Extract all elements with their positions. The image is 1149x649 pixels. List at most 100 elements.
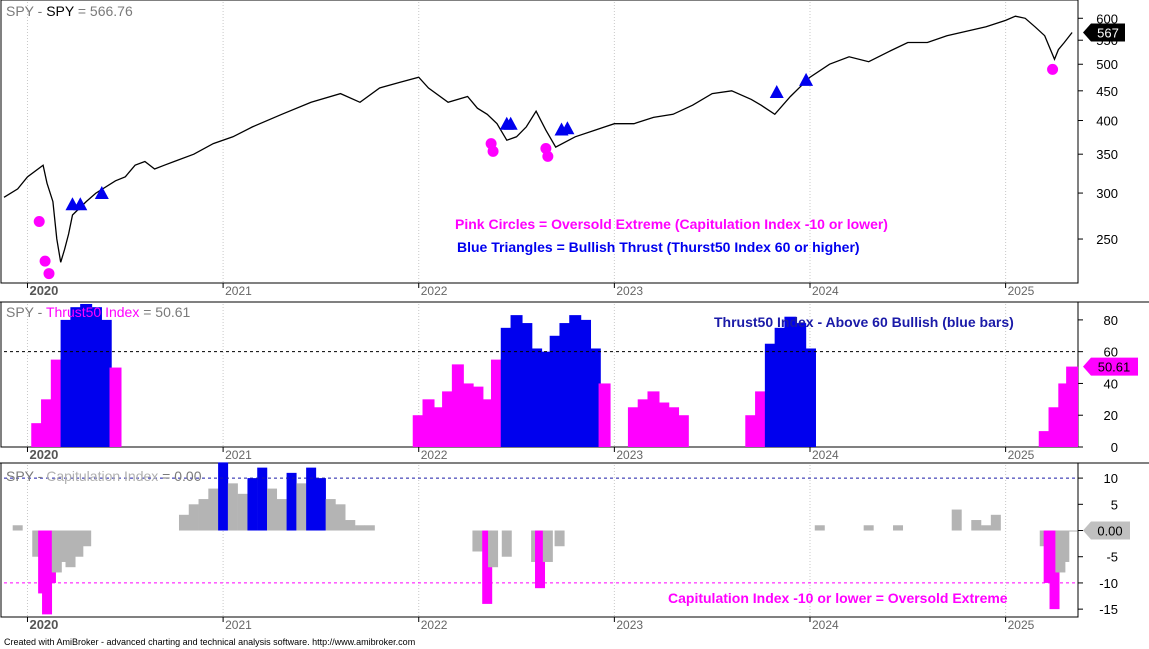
thrust50-bar <box>774 327 787 447</box>
thrust50-bar <box>745 415 758 447</box>
thrust50-bar <box>569 315 582 447</box>
annotation-pink: Pink Circles = Oversold Extreme (Capitul… <box>455 216 888 232</box>
oversold-circle <box>39 255 51 267</box>
capitulation-bar <box>81 530 92 547</box>
y-tick-label: 400 <box>1096 114 1118 129</box>
oversold-circle <box>33 216 45 228</box>
capitulation-last-label: 0.00 <box>1097 524 1122 539</box>
capitulation-bar <box>1049 530 1060 610</box>
thrust-triangle <box>73 197 88 211</box>
y-tick-label: 80 <box>1104 313 1118 328</box>
thrust50-bar <box>559 323 572 447</box>
x-tick-label: 2020 <box>29 617 58 632</box>
thrust50-bar <box>520 323 533 447</box>
y-tick-label: 600 <box>1096 11 1118 26</box>
y-tick-label: -15 <box>1099 602 1118 617</box>
thrust50-bar <box>667 407 680 447</box>
y-tick-label: -10 <box>1099 576 1118 591</box>
capitulation-bar <box>971 520 982 531</box>
thrust50-bar <box>461 383 474 447</box>
thrust50-bar <box>530 348 543 447</box>
capitulation-bar <box>1067 530 1078 532</box>
thrust50-bar <box>1048 407 1061 447</box>
capitulation-bar <box>12 525 23 531</box>
x-tick-label: 2021 <box>225 618 252 632</box>
oversold-circle <box>43 268 55 280</box>
thrust50-bar <box>627 407 640 447</box>
thrust50-bar <box>657 402 670 447</box>
capitulation-bar <box>325 499 336 531</box>
thrust50-bar <box>784 316 797 447</box>
thrust50-bar <box>451 364 464 447</box>
capitulation-bar <box>73 530 84 557</box>
thrust50-bar <box>539 351 552 447</box>
x-tick-label: 2023 <box>616 618 643 632</box>
capitulation-bar <box>488 530 499 568</box>
thrust50-bar <box>549 335 562 447</box>
x-tick-label: 2020 <box>29 283 58 298</box>
capitulation-bar <box>227 483 238 531</box>
thrust50-bar <box>412 415 425 447</box>
capitulation-bar <box>276 499 287 531</box>
thrust50-bar <box>500 327 513 447</box>
x-tick-label: 2024 <box>812 448 839 462</box>
thrust50-bar <box>588 348 601 447</box>
capitulation-bar <box>237 493 248 531</box>
last-price-badge <box>1083 23 1125 42</box>
y-tick-label: 300 <box>1096 186 1118 201</box>
thrust50-bar <box>803 348 816 447</box>
thrust50-annotation: Thrust50 Index - Above 60 Bullish (blue … <box>714 314 1014 330</box>
y-tick-label: 450 <box>1096 84 1118 99</box>
thrust50-bar <box>490 359 503 447</box>
thrust50-bar <box>481 399 494 447</box>
x-tick-label: 2022 <box>421 448 448 462</box>
capitulation-annotation: Capitulation Index -10 or lower = Overso… <box>668 590 1008 606</box>
y-tick-label: 250 <box>1096 232 1118 247</box>
capitulation-bar <box>178 514 189 531</box>
thrust50-last-label: 50.61 <box>1098 360 1131 375</box>
thrust50-bar <box>442 391 455 447</box>
capitulation-bar <box>554 530 565 547</box>
capitulation-last-badge <box>1083 521 1130 540</box>
thrust50-bar <box>80 304 93 447</box>
thrust50-bar <box>755 391 768 447</box>
oversold-circle <box>1047 63 1059 75</box>
capitulation-bar <box>355 525 366 531</box>
capitulation-bar <box>951 509 962 531</box>
thrust50-bar <box>41 399 54 447</box>
y-tick-label: 350 <box>1096 147 1118 162</box>
thrust50-bar <box>70 307 83 447</box>
thrust-triangle <box>503 116 518 130</box>
oversold-circle <box>542 150 554 162</box>
capitulation-bar <box>198 499 209 531</box>
thrust-triangle <box>799 72 814 86</box>
capitulation-bar <box>535 530 546 589</box>
thrust-triangle <box>560 121 575 135</box>
y-tick-label: 0 <box>1111 440 1118 455</box>
y-tick-label: 10 <box>1104 471 1118 486</box>
capitulation-bar <box>32 530 43 557</box>
capitulation-bar <box>981 525 992 531</box>
thrust50-bar <box>1066 366 1079 447</box>
thrust50-bar <box>60 319 73 447</box>
y-tick-label: 40 <box>1104 376 1118 391</box>
thrust50-bar <box>432 407 445 447</box>
x-tick-label: 2020 <box>29 447 58 462</box>
y-tick-label: -5 <box>1106 550 1118 565</box>
thrust50-bar <box>764 343 777 447</box>
x-tick-label: 2025 <box>1008 284 1035 298</box>
thrust-triangle <box>94 186 109 200</box>
capitulation-bar <box>57 530 68 562</box>
thrust50-bar <box>510 315 523 447</box>
thrust-triangle <box>769 84 784 98</box>
thrust50-bar <box>422 399 435 447</box>
pane-frame-price <box>0 0 1079 284</box>
capitulation-bar <box>482 530 493 604</box>
oversold-circle <box>487 145 499 157</box>
x-tick-label: 2023 <box>616 448 643 462</box>
x-tick-label: 2024 <box>812 284 839 298</box>
thrust50-bar <box>1038 431 1051 447</box>
thrust50-bar <box>471 386 484 447</box>
capitulation-bar <box>893 525 904 531</box>
